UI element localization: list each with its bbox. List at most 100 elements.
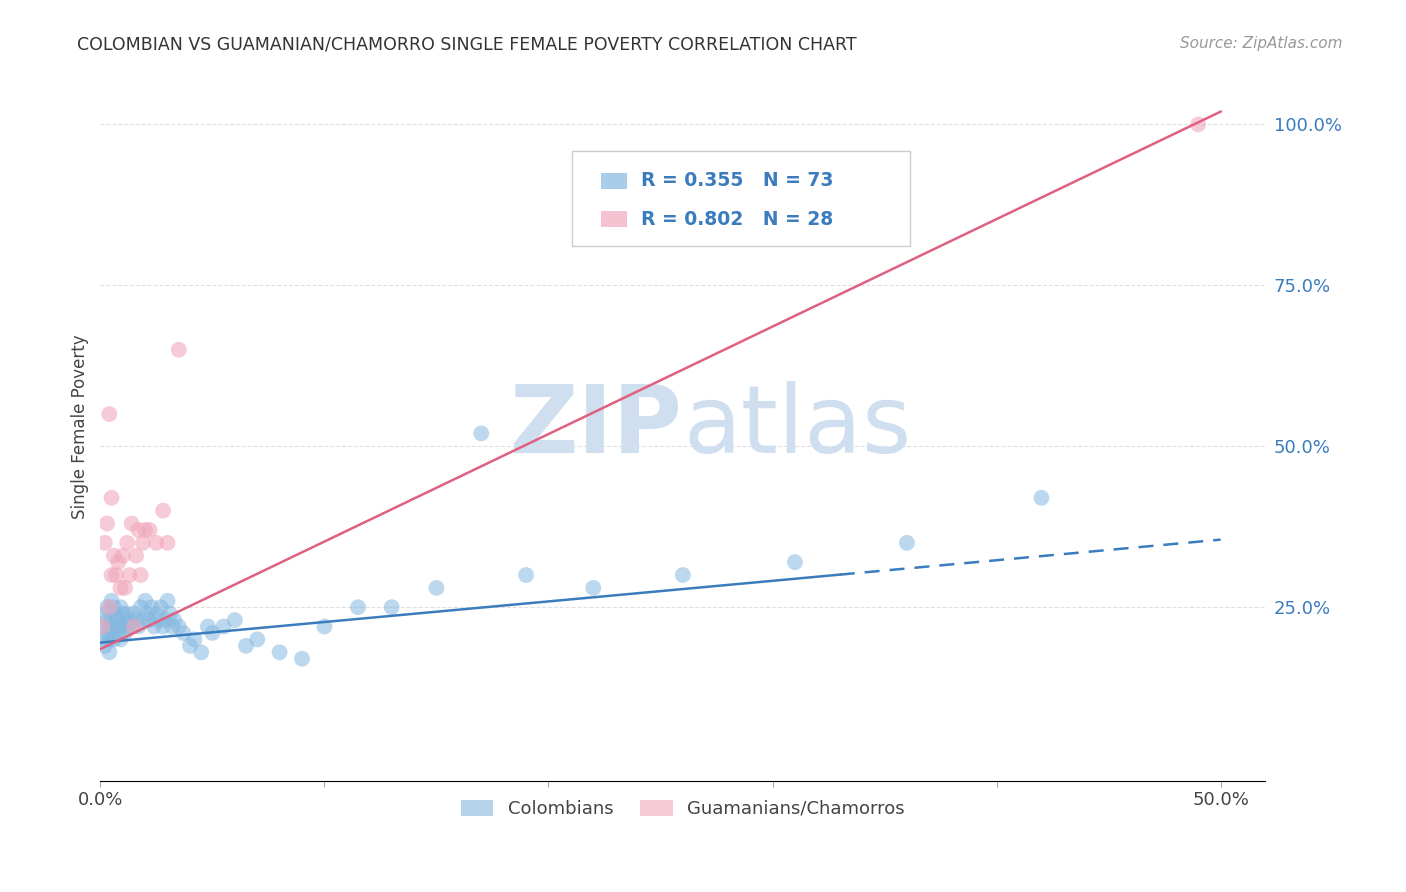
Point	[96, 626, 118, 640]
Point	[132, 536, 155, 550]
Point	[105, 626, 128, 640]
Y-axis label: Single Female Poverty: Single Female Poverty	[72, 334, 89, 519]
FancyBboxPatch shape	[602, 211, 627, 227]
Point	[190, 645, 212, 659]
Point	[145, 536, 167, 550]
Point	[896, 536, 918, 550]
Text: atlas: atlas	[683, 381, 911, 473]
Point	[122, 619, 145, 633]
Point	[246, 632, 269, 647]
Point	[107, 555, 129, 569]
Point	[103, 619, 125, 633]
Point	[105, 607, 128, 621]
Point	[110, 600, 132, 615]
Point	[291, 651, 314, 665]
Point	[98, 645, 121, 659]
Point	[103, 632, 125, 647]
Point	[129, 600, 152, 615]
Point	[96, 613, 118, 627]
Point	[111, 607, 134, 621]
Point	[96, 516, 118, 531]
Point	[122, 607, 145, 621]
Point	[103, 600, 125, 615]
Point	[152, 619, 174, 633]
Point	[134, 523, 156, 537]
Point	[145, 607, 167, 621]
Text: R = 0.355   N = 73: R = 0.355 N = 73	[641, 171, 834, 190]
Point	[314, 619, 336, 633]
Point	[118, 568, 141, 582]
Point	[156, 594, 179, 608]
Point	[138, 613, 160, 627]
Point	[163, 613, 186, 627]
Point	[100, 568, 122, 582]
FancyBboxPatch shape	[572, 151, 910, 246]
Point	[129, 568, 152, 582]
Point	[111, 549, 134, 563]
Text: Source: ZipAtlas.com: Source: ZipAtlas.com	[1180, 36, 1343, 51]
Point	[224, 613, 246, 627]
Point	[115, 619, 138, 633]
Text: R = 0.802   N = 28: R = 0.802 N = 28	[641, 210, 834, 228]
Point	[425, 581, 447, 595]
Point	[235, 639, 257, 653]
Point	[143, 619, 166, 633]
Point	[1031, 491, 1053, 505]
Point	[160, 619, 183, 633]
Point	[167, 343, 190, 357]
Point	[98, 619, 121, 633]
Point	[197, 619, 219, 633]
Point	[167, 619, 190, 633]
Point	[141, 600, 163, 615]
Point	[98, 632, 121, 647]
Point	[115, 536, 138, 550]
Point	[138, 523, 160, 537]
Point	[783, 555, 806, 569]
Point	[159, 607, 181, 621]
Point	[94, 536, 117, 550]
Point	[105, 568, 128, 582]
Point	[132, 613, 155, 627]
Point	[107, 619, 129, 633]
Point	[91, 619, 114, 633]
Point	[111, 619, 134, 633]
Point	[91, 619, 114, 633]
Text: COLOMBIAN VS GUAMANIAN/CHAMORRO SINGLE FEMALE POVERTY CORRELATION CHART: COLOMBIAN VS GUAMANIAN/CHAMORRO SINGLE F…	[77, 36, 856, 54]
Point	[136, 607, 159, 621]
Point	[115, 607, 138, 621]
Point	[118, 613, 141, 627]
Point	[103, 549, 125, 563]
Point	[183, 632, 205, 647]
Point	[201, 626, 224, 640]
Point	[94, 607, 117, 621]
Point	[269, 645, 291, 659]
Point	[114, 581, 136, 595]
Point	[212, 619, 235, 633]
Point	[1187, 118, 1209, 132]
Point	[114, 613, 136, 627]
Point	[127, 523, 149, 537]
Point	[107, 613, 129, 627]
Point	[100, 626, 122, 640]
Point	[114, 626, 136, 640]
Point	[155, 613, 177, 627]
Point	[515, 568, 537, 582]
Point	[672, 568, 695, 582]
Point	[121, 619, 143, 633]
Point	[100, 613, 122, 627]
Point	[98, 600, 121, 615]
Point	[100, 491, 122, 505]
Point	[149, 600, 172, 615]
Point	[110, 581, 132, 595]
Point	[381, 600, 404, 615]
Point	[100, 594, 122, 608]
FancyBboxPatch shape	[602, 173, 627, 188]
Point	[152, 503, 174, 517]
Point	[98, 407, 121, 421]
Text: ZIP: ZIP	[510, 381, 683, 473]
Point	[96, 600, 118, 615]
Point	[125, 549, 148, 563]
Point	[470, 426, 492, 441]
Point	[179, 639, 201, 653]
Point	[125, 613, 148, 627]
